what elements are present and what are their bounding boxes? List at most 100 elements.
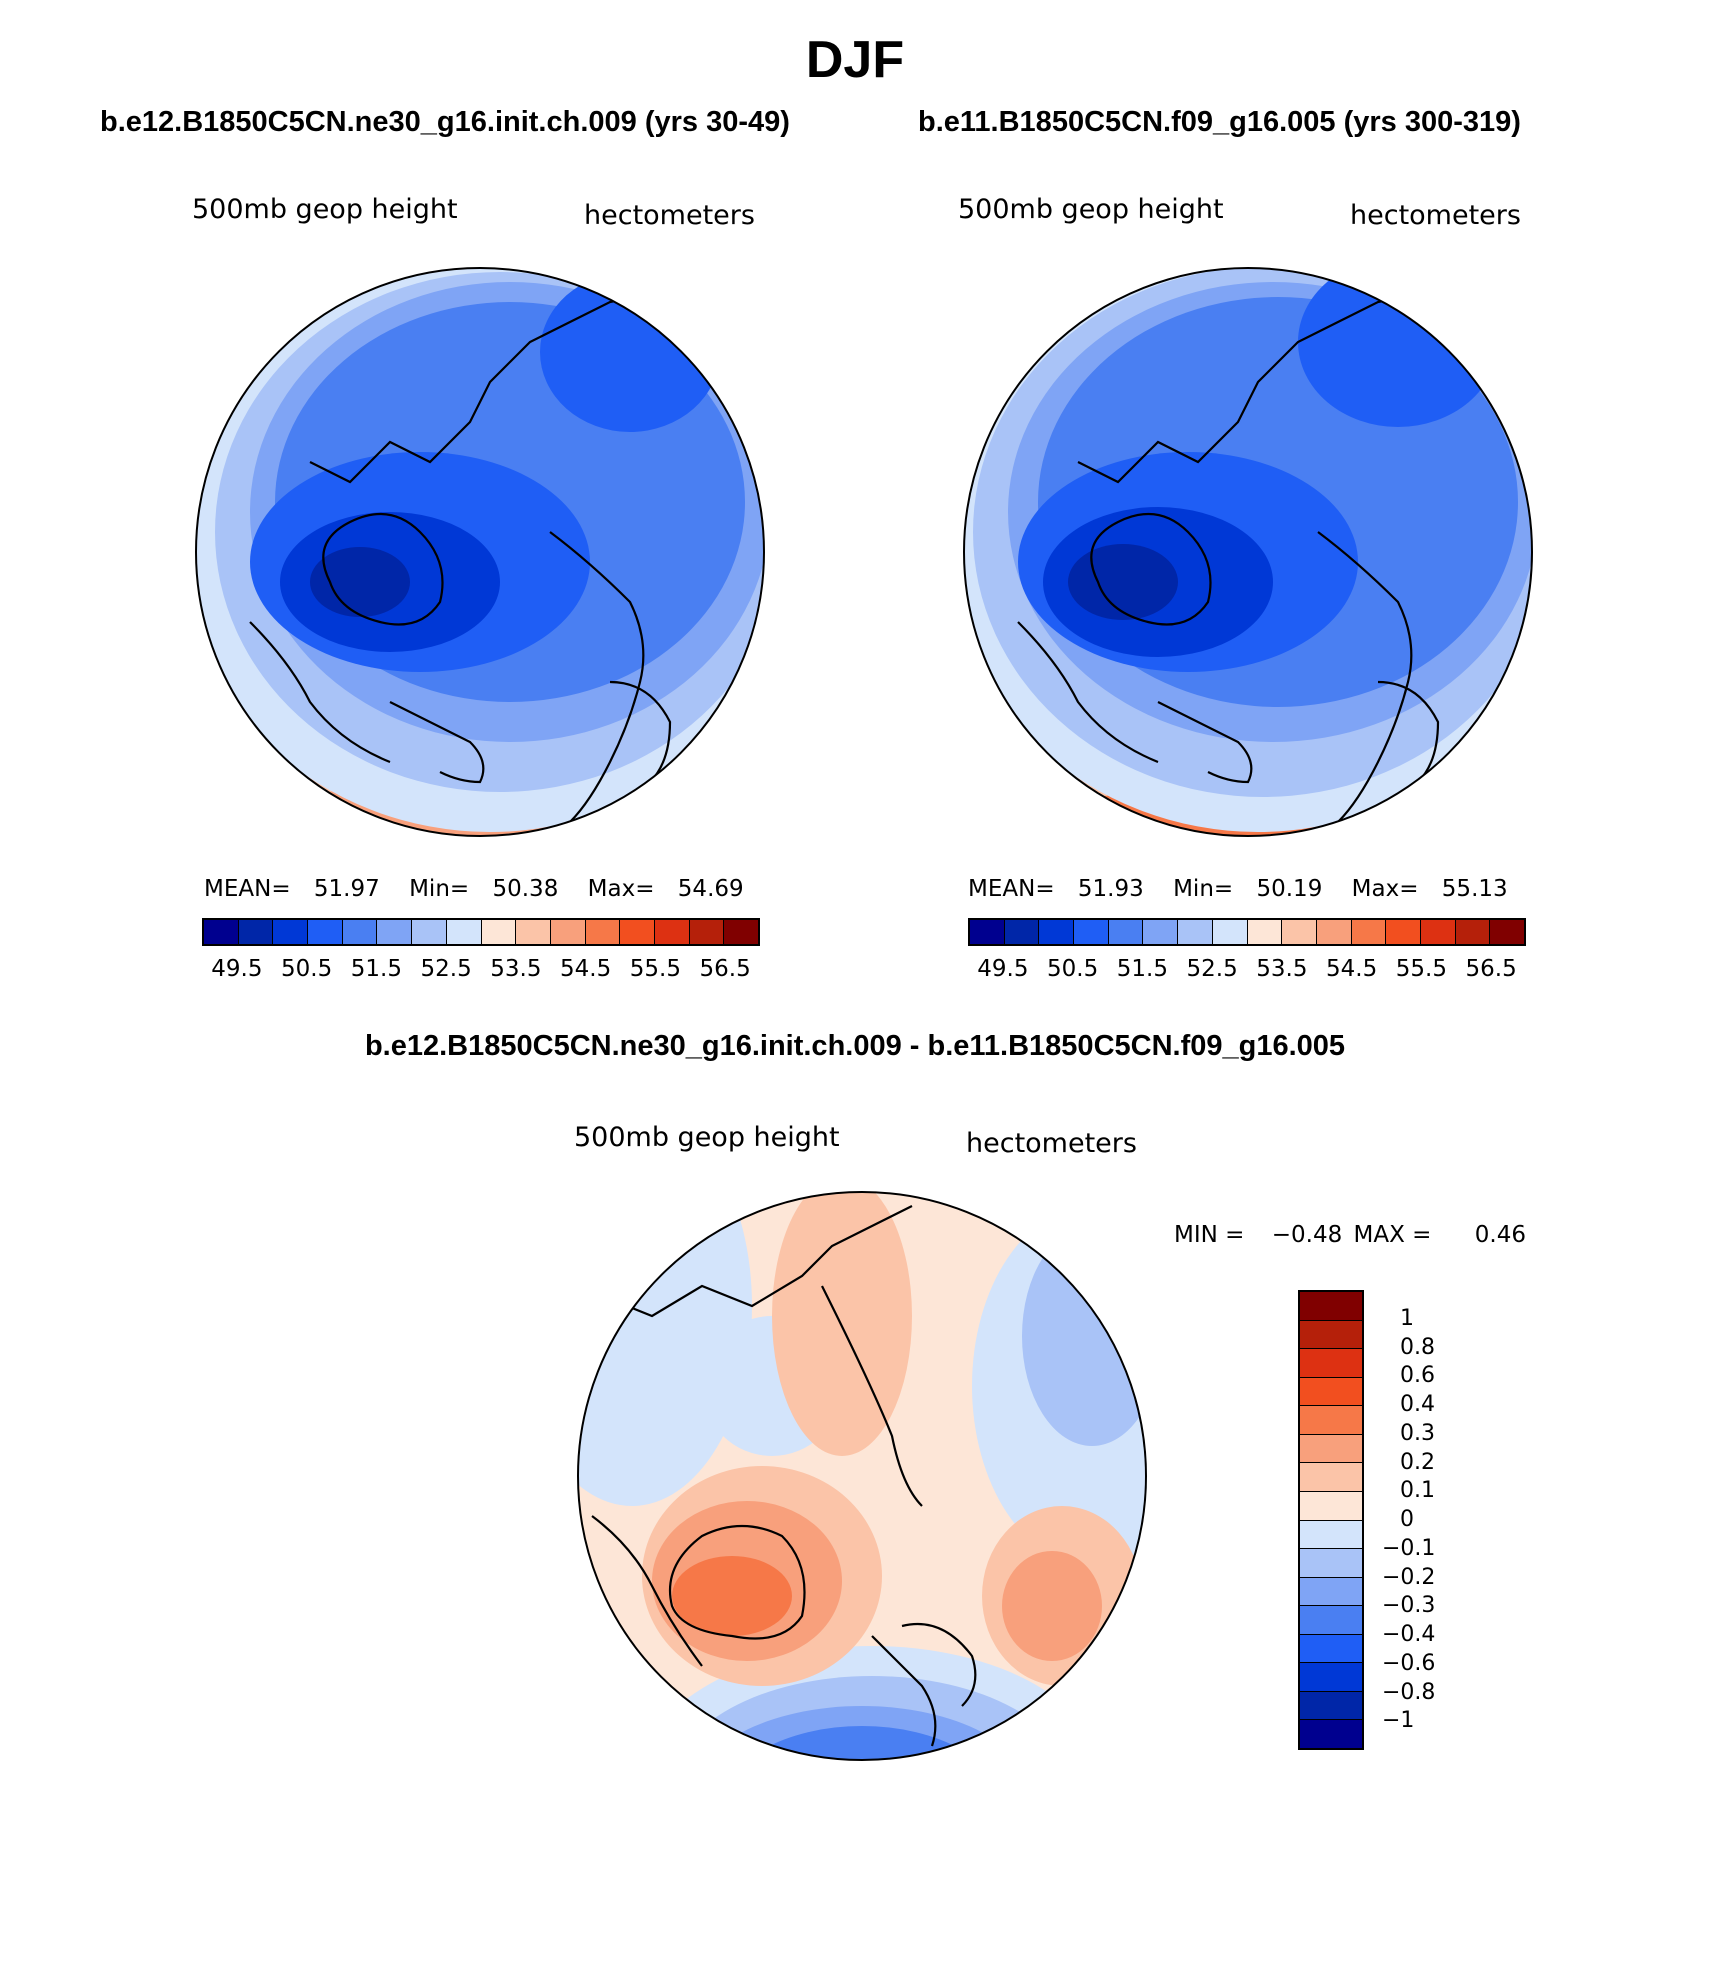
- colorbar-swatch: [1300, 1434, 1362, 1464]
- colorbar-swatch: [1300, 1720, 1362, 1748]
- colorbar-tick-label: 55.5: [629, 956, 681, 982]
- panel3-min-value: −0.48: [1271, 1222, 1343, 1248]
- panel1-min-value: 50.38: [492, 876, 559, 902]
- colorbar-swatch: [204, 920, 239, 944]
- colorbar-swatch: [1300, 1634, 1362, 1664]
- panel2-max-value: 55.13: [1441, 876, 1508, 902]
- panel3-max-value: 0.46: [1474, 1222, 1526, 1248]
- colorbar-tick-label: 53.5: [490, 956, 542, 982]
- colorbar-swatch: [273, 920, 309, 944]
- colorbar-tick-label: −0.3: [1382, 1593, 1436, 1619]
- colorbar-swatch: [1300, 1320, 1362, 1350]
- difference-title: b.e12.B1850C5CN.ne30_g16.init.ch.009 - b…: [364, 1030, 1346, 1062]
- colorbar-swatch: [585, 920, 621, 944]
- colorbar-tick-label: 54.5: [560, 956, 612, 982]
- colorbar-swatch: [516, 920, 551, 944]
- panel1-max-label: Max=: [587, 876, 655, 902]
- panel2-min-value: 50.19: [1256, 876, 1323, 902]
- colorbar-swatch: [1300, 1292, 1362, 1321]
- colorbar-tick-label: −0.4: [1382, 1622, 1436, 1647]
- colorbar-tick-label: 0.3: [1400, 1420, 1435, 1446]
- panel1-variable: 500mb geop height: [192, 194, 458, 225]
- panel3-colorbar-labels: 1 0.8 0.6 0.4 0.3 0.2 0.1 0 −0.1 −0.2 −0.3 −0.4 −0.6…: [1382, 1290, 1502, 1750]
- panel2-variable: 500mb geop height: [958, 194, 1224, 225]
- colorbar-swatch: [724, 920, 758, 944]
- colorbar-swatch: [1455, 920, 1491, 944]
- panel3-colorbar: [1298, 1290, 1364, 1750]
- colorbar-tick-label: 0.4: [1400, 1392, 1435, 1417]
- panel1-mean-value: 51.97: [313, 876, 380, 902]
- colorbar-swatch: [1300, 1577, 1362, 1607]
- colorbar-swatch: [412, 920, 447, 944]
- colorbar-swatch: [689, 920, 725, 944]
- colorbar-tick-label: 52.5: [420, 956, 472, 982]
- panel1-min-label: Min=: [409, 876, 470, 902]
- colorbar-swatch: [1247, 920, 1283, 944]
- colorbar-tick-label: 56.5: [1465, 956, 1517, 982]
- colorbar-tick-label: 55.5: [1395, 956, 1447, 982]
- colorbar-tick-label: 0.6: [1400, 1363, 1435, 1389]
- panel2-units: hectometers: [1350, 200, 1521, 231]
- colorbar-swatch: [1074, 920, 1109, 944]
- colorbar-tick-label: 0: [1400, 1507, 1414, 1532]
- colorbar-tick-label: 0.1: [1400, 1478, 1435, 1504]
- case2-title: b.e11.B1850C5CN.f09_g16.005 (yrs 300-319…: [918, 106, 1521, 138]
- colorbar-swatch: [1300, 1349, 1362, 1378]
- panel1-colorbar-labels: 49.5 50.5 51.5 52.5 53.5 54.5 55.5 56.5: [202, 956, 760, 986]
- colorbar-swatch: [1039, 920, 1075, 944]
- colorbar-swatch: [342, 920, 378, 944]
- panel1-units: hectometers: [584, 200, 755, 231]
- colorbar-swatch: [1300, 1520, 1362, 1550]
- colorbar-swatch: [1300, 1663, 1362, 1692]
- panel1-polar-map: [195, 267, 765, 837]
- panel3-units: hectometers: [966, 1128, 1137, 1159]
- colorbar-tick-label: 51.5: [350, 956, 402, 982]
- colorbar-swatch: [1490, 920, 1524, 944]
- panel3-min-label: MIN =: [1174, 1222, 1245, 1248]
- colorbar-swatch: [1300, 1406, 1362, 1435]
- case1-title: b.e12.B1850C5CN.ne30_g16.init.ch.009 (yr…: [100, 106, 790, 138]
- colorbar-tick-label: −0.2: [1382, 1564, 1436, 1590]
- colorbar-swatch: [1212, 920, 1248, 944]
- colorbar-swatch: [1108, 920, 1144, 944]
- panel3-max-label: MAX =: [1353, 1222, 1432, 1248]
- colorbar-swatch: [1386, 920, 1421, 944]
- colorbar-swatch: [654, 920, 690, 944]
- panel3-difference-map: [577, 1191, 1147, 1761]
- colorbar-swatch: [1282, 920, 1317, 944]
- colorbar-swatch: [446, 920, 482, 944]
- panel2-min-label: Min=: [1173, 876, 1234, 902]
- colorbar-tick-label: 49.5: [977, 956, 1029, 982]
- colorbar-swatch: [1300, 1463, 1362, 1492]
- panel1-max-value: 54.69: [677, 876, 744, 902]
- colorbar-tick-label: 53.5: [1256, 956, 1308, 982]
- colorbar-swatch: [238, 920, 274, 944]
- colorbar-tick-label: 50.5: [1047, 956, 1099, 982]
- colorbar-swatch: [308, 920, 343, 944]
- colorbar-swatch: [550, 920, 586, 944]
- colorbar-tick-label: 0.8: [1400, 1334, 1435, 1360]
- colorbar-tick-label: 52.5: [1186, 956, 1238, 982]
- colorbar-tick-label: −1: [1382, 1708, 1415, 1734]
- colorbar-tick-label: 51.5: [1116, 956, 1168, 982]
- colorbar-tick-label: 50.5: [281, 956, 333, 982]
- colorbar-swatch: [1300, 1549, 1362, 1578]
- colorbar-tick-label: 56.5: [699, 956, 751, 982]
- colorbar-swatch: [1300, 1377, 1362, 1407]
- colorbar-tick-label: 54.5: [1326, 956, 1378, 982]
- colorbar-swatch: [1300, 1491, 1362, 1521]
- panel2-colorbar: [968, 918, 1526, 946]
- colorbar-tick-label: 49.5: [211, 956, 263, 982]
- panel2-mean-label: MEAN=: [968, 876, 1055, 902]
- panel2-polar-map: [963, 267, 1533, 837]
- colorbar-tick-label: 1: [1400, 1305, 1414, 1331]
- colorbar-swatch: [970, 920, 1005, 944]
- colorbar-swatch: [481, 920, 517, 944]
- colorbar-tick-label: −0.6: [1382, 1650, 1436, 1676]
- colorbar-tick-label: −0.1: [1382, 1535, 1436, 1561]
- colorbar-swatch: [1178, 920, 1213, 944]
- panel2-max-label: Max=: [1351, 876, 1419, 902]
- colorbar-swatch: [1004, 920, 1040, 944]
- colorbar-swatch: [1300, 1691, 1362, 1721]
- colorbar-swatch: [620, 920, 655, 944]
